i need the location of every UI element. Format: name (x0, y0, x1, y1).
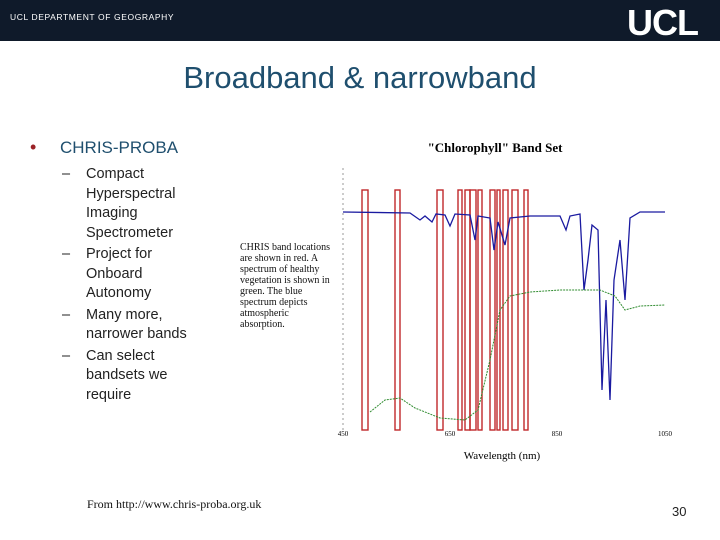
source: From http://www.chris-proba.org.uk (87, 497, 262, 511)
figure-caption: CHRIS band locations are shown in red. A… (240, 242, 330, 330)
sub-bullets: Compact Hyperspectral Imaging Spectromet… (62, 165, 190, 407)
bands (361, 189, 529, 431)
x-tick-label: 450 (338, 430, 349, 438)
vegetation-curve (369, 289, 666, 421)
bullet-dot: • (30, 137, 37, 157)
sub-bullet: Many more, narrower bands (62, 306, 190, 345)
figure-title: "Chlorophyll" Band Set (428, 140, 564, 155)
x-tick-label: 1050 (658, 430, 673, 438)
x-tick-label: 650 (445, 430, 456, 438)
sub-bullet: Can select bandsets we require (62, 347, 190, 406)
x-tick-label: 850 (552, 430, 563, 438)
x-axis-label: Wavelength (nm) (464, 450, 541, 462)
figure: "Chlorophyll" Band Set 450 650 850 1050 … (338, 140, 673, 462)
absorption-curve (342, 211, 665, 401)
bullet: CHRIS-PROBA (60, 138, 179, 157)
sub-bullet: Project for Onboard Autonomy (62, 245, 190, 304)
header-bar: UCL DEPARTMENT OF GEOGRAPHY UCL (0, 0, 720, 43)
department: UCL DEPARTMENT OF GEOGRAPHY (10, 12, 175, 22)
page-number: 30 (672, 504, 687, 519)
slide-title: Broadband & narrowband (183, 60, 537, 95)
logo: UCL (627, 2, 699, 43)
sub-bullet: Compact Hyperspectral Imaging Spectromet… (62, 165, 190, 243)
